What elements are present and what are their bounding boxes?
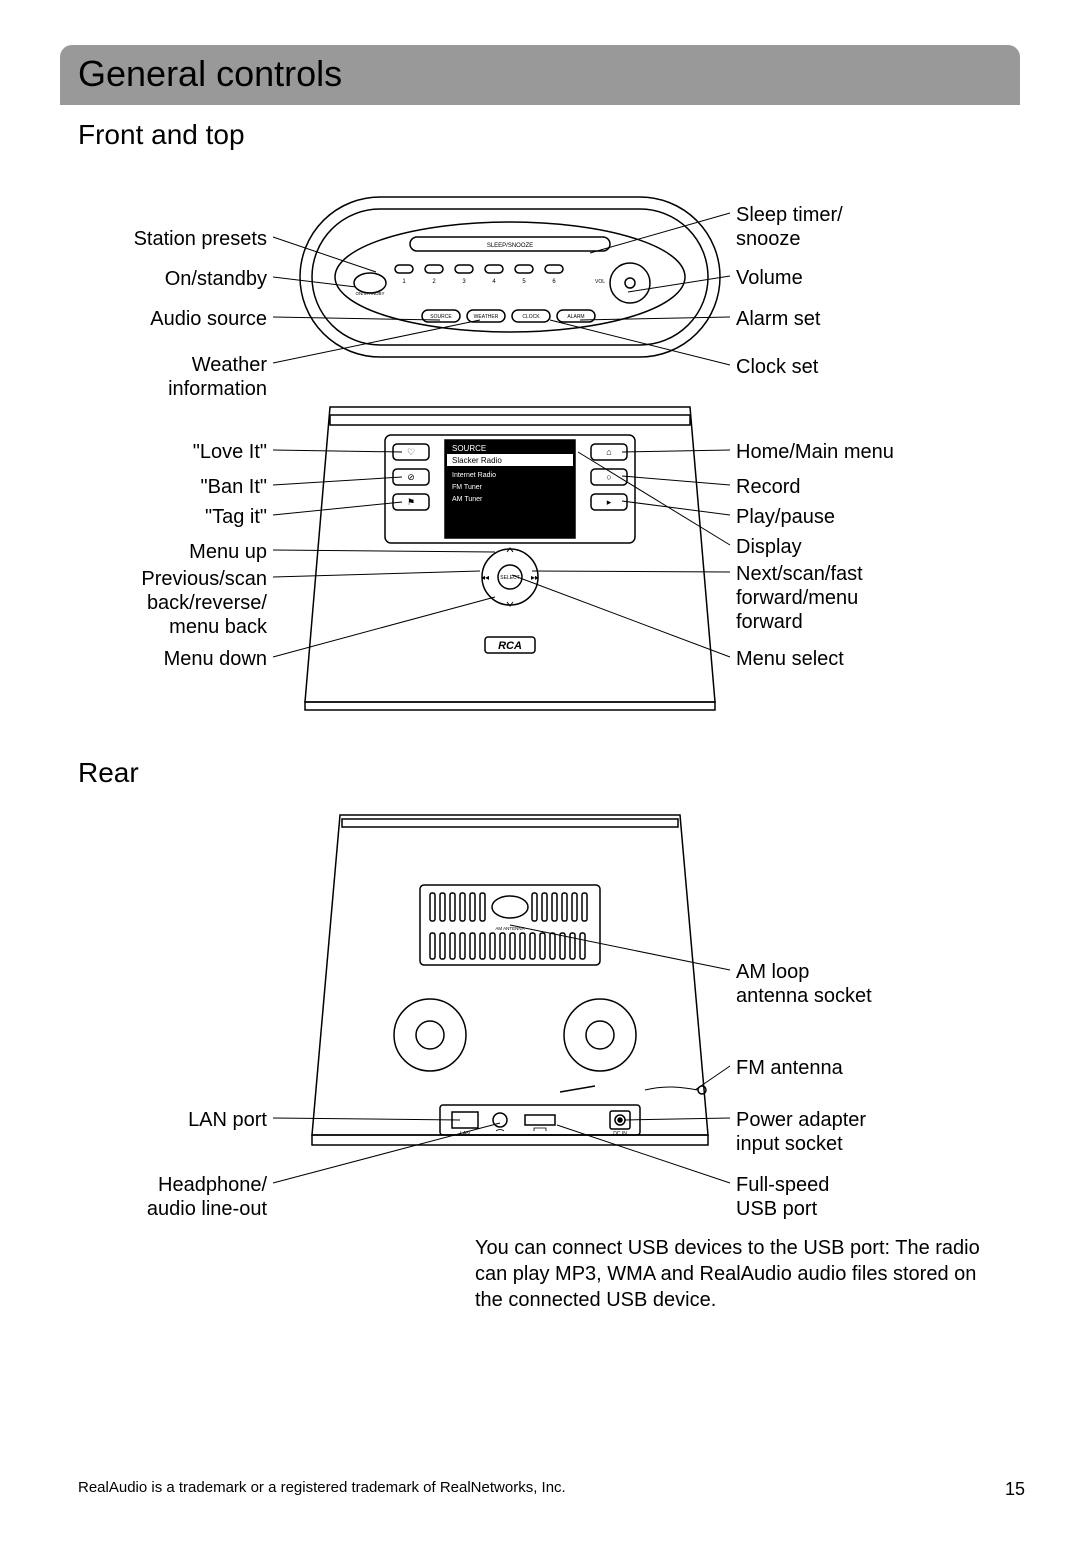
- label-front-left-7: Menu up: [189, 540, 267, 564]
- footnote: RealAudio is a trademark or a registered…: [78, 1479, 566, 1496]
- label-front-right-9: Menu select: [736, 647, 844, 671]
- svg-text:4: 4: [492, 279, 496, 285]
- svg-text:VOL: VOL: [595, 279, 605, 285]
- subhead-front: Front and top: [78, 119, 1020, 151]
- svg-text:⌂: ⌂: [606, 447, 611, 457]
- svg-text:ON/STANDBY: ON/STANDBY: [356, 291, 385, 296]
- svg-text:CLOCK: CLOCK: [522, 314, 540, 320]
- usb-note: You can connect USB devices to the USB p…: [475, 1235, 995, 1313]
- label-front-right-3: Clock set: [736, 355, 818, 379]
- label-front-right-8: Next/scan/fast forward/menu forward: [736, 562, 863, 634]
- svg-text:2: 2: [432, 279, 436, 285]
- front-diagram: SLEEP/SNOOZE 1 2 3 4 5 6 VOL ON/STANDBY SOURCE…: [60, 157, 1020, 727]
- svg-text:AM Tuner: AM Tuner: [452, 496, 483, 503]
- svg-text:WEATHER: WEATHER: [474, 314, 499, 320]
- label-front-left-5: "Ban It": [201, 475, 267, 499]
- svg-text:Slacker Radio: Slacker Radio: [452, 456, 502, 465]
- rear-diagram: AM ANTENNA LAN: [60, 795, 1020, 1225]
- svg-text:⚑: ⚑: [407, 497, 415, 507]
- label-front-left-8: Previous/scan back/reverse/ menu back: [141, 567, 267, 639]
- label-front-right-5: Record: [736, 475, 800, 499]
- svg-text:6: 6: [552, 279, 556, 285]
- label-front-left-3: Weather information: [168, 353, 267, 401]
- svg-text:◂◂: ◂◂: [481, 573, 489, 582]
- label-front-left-4: "Love It": [193, 440, 267, 464]
- label-front-right-4: Home/Main menu: [736, 440, 894, 464]
- label-front-right-7: Display: [736, 535, 802, 559]
- svg-text:5: 5: [522, 279, 526, 285]
- section-header: General controls: [60, 45, 1020, 105]
- label-front-right-1: Volume: [736, 266, 803, 290]
- label-rear-right-2: Power adapter input socket: [736, 1108, 866, 1156]
- svg-text:⊘: ⊘: [407, 472, 415, 482]
- label-rear-left-0: LAN port: [188, 1108, 267, 1132]
- svg-text:FM Tuner: FM Tuner: [452, 484, 483, 491]
- label-rear-right-0: AM loop antenna socket: [736, 960, 872, 1008]
- rear-svg: AM ANTENNA LAN: [60, 795, 1020, 1225]
- svg-text:SOURCE: SOURCE: [452, 444, 486, 453]
- svg-text:3: 3: [462, 279, 466, 285]
- svg-text:SLEEP/SNOOZE: SLEEP/SNOOZE: [487, 243, 533, 249]
- label-rear-right-3: Full-speed USB port: [736, 1173, 829, 1221]
- subhead-rear: Rear: [78, 757, 1020, 789]
- label-front-left-9: Menu down: [164, 647, 267, 671]
- svg-text:SELECT: SELECT: [500, 575, 519, 581]
- label-front-left-2: Audio source: [150, 307, 267, 331]
- label-rear-left-1: Headphone/ audio line-out: [147, 1173, 267, 1221]
- label-front-left-0: Station presets: [134, 227, 267, 251]
- svg-text:1: 1: [402, 279, 406, 285]
- svg-text:○: ○: [606, 472, 611, 482]
- svg-text:ALARM: ALARM: [567, 314, 584, 320]
- label-front-right-0: Sleep timer/ snooze: [736, 203, 843, 251]
- label-front-right-2: Alarm set: [736, 307, 820, 331]
- svg-text:♡: ♡: [407, 447, 415, 457]
- label-front-right-6: Play/pause: [736, 505, 835, 529]
- page-number: 15: [1005, 1479, 1025, 1500]
- label-rear-right-1: FM antenna: [736, 1056, 843, 1080]
- svg-text:RCA: RCA: [498, 640, 522, 652]
- label-front-left-6: "Tag it": [205, 505, 267, 529]
- svg-text:▸: ▸: [607, 497, 612, 507]
- svg-text:SOURCE: SOURCE: [430, 314, 452, 320]
- svg-text:▸▸: ▸▸: [531, 573, 539, 582]
- svg-text:Internet Radio: Internet Radio: [452, 472, 496, 479]
- label-front-left-1: On/standby: [165, 267, 267, 291]
- svg-text:DC IN: DC IN: [613, 1131, 627, 1137]
